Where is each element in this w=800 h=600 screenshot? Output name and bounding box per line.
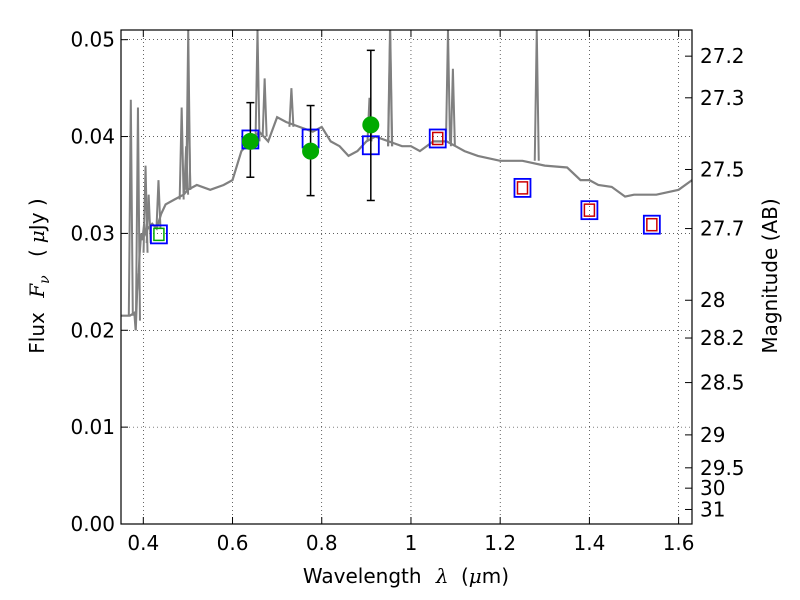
x-axis-title: Wavelength λ (μm) [303, 564, 509, 588]
y-tick-label: 0.05 [70, 28, 115, 52]
y-axis-title-unit-mu: μ [25, 230, 49, 243]
x-axis-title-symbol: λ [435, 564, 449, 588]
model-photometry-marker-outer [428, 128, 447, 149]
y2-tick-label: 27.5 [700, 157, 745, 181]
x-tick-label: 0.8 [306, 531, 338, 555]
y2-tick-label: 28 [700, 288, 725, 312]
model-photometry-marker-inner [516, 181, 529, 195]
y2-axis-title: Magnitude (AB) [758, 198, 782, 353]
observed-data-point [241, 132, 259, 150]
y2-tick-label: 27.7 [700, 217, 745, 241]
x-axis-title-unit-close: m) [482, 564, 509, 588]
y-axis-title-subscript: ν [37, 275, 53, 284]
model-photometry-marker-outer [513, 177, 532, 198]
spectrum-line-spike [134, 107, 141, 321]
y-axis-title-unit-open: ( [25, 249, 49, 257]
model-photometry-marker-inner [583, 203, 596, 217]
y-axis-title-unit-close: Jy ) [25, 198, 49, 232]
observed-data-point [362, 116, 380, 134]
y-axis-ticks: 0.00 0.01 0.02 0.03 0.04 0.05 [70, 28, 128, 536]
x-tick-label: 1.6 [663, 531, 695, 555]
x-tick-label: 0.6 [217, 531, 249, 555]
x-axis-ticks: 0.4 0.6 0.8 1 1.2 1.4 1.6 [127, 30, 695, 555]
y-tick-label: 0.01 [70, 415, 115, 439]
model-photometry-marker [150, 224, 168, 245]
spectrum-line-spike [261, 78, 268, 137]
y-axis-title: Flux Fν ( μJy ) [25, 198, 54, 353]
plot-frame [120, 29, 693, 525]
spectrum-line-spike [288, 88, 295, 127]
model-photometry-marker-outer [580, 200, 599, 221]
x-axis-title-text: Wavelength [303, 564, 422, 588]
x-tick-label: 1 [405, 531, 418, 555]
y2-tick-label: 29.5 [700, 456, 745, 480]
x-axis-title-unit-open: ( [461, 564, 469, 588]
y-tick-label: 0.03 [70, 221, 115, 245]
y2-tick-label: 31 [700, 497, 725, 521]
y2-axis-title-text: Magnitude (AB) [758, 198, 782, 353]
y2-tick-label: 27.2 [700, 44, 745, 68]
y2-tick-label: 29 [700, 423, 725, 447]
y-tick-label: 0.00 [70, 512, 115, 536]
spectrum-line-spike [449, 68, 456, 147]
y2-tick-label: 30 [700, 476, 725, 500]
y2-tick-label: 28.2 [700, 326, 745, 350]
model-photometry-marker-inner [646, 217, 658, 232]
x-tick-label: 1.4 [573, 531, 605, 555]
y-tick-label: 0.02 [70, 318, 115, 342]
y2-tick-label: 28.5 [700, 371, 745, 395]
spectrum-line-spike [127, 99, 134, 316]
y2-tick-label: 27.3 [700, 86, 745, 110]
y-axis-title-text: Flux [25, 312, 49, 354]
observed-small-marker [153, 227, 165, 242]
x-tick-label: 1.2 [484, 531, 516, 555]
observed-data-point [302, 142, 320, 160]
model-photometry-marker-inner [431, 131, 444, 146]
x-tick-label: 0.4 [127, 531, 159, 555]
y-tick-label: 0.04 [70, 125, 115, 149]
y-axis-title-symbol: F [25, 283, 49, 299]
spectrum-line-spike [145, 194, 152, 244]
model-photometry-marker-outer [642, 214, 661, 235]
x-axis-title-unit-mu: μ [469, 564, 482, 588]
data-markers [150, 49, 661, 245]
spectrum-line-spike [155, 180, 162, 229]
spectrum-line-spike [178, 107, 185, 200]
